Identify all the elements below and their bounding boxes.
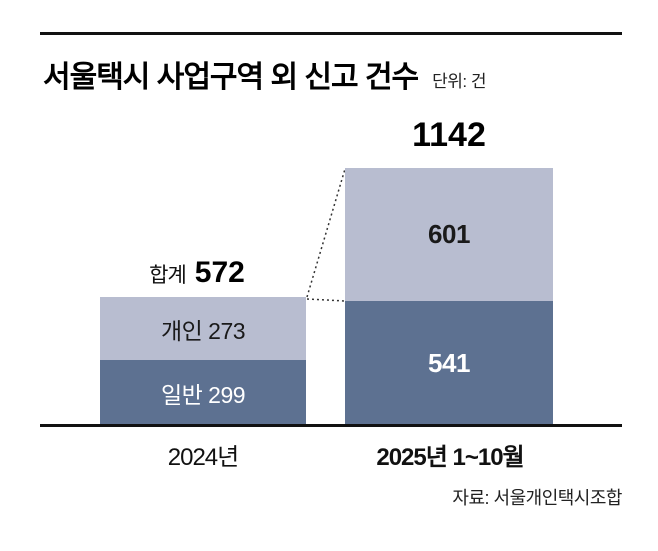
bar-2025: 601 541 [345, 168, 553, 425]
x-axis-line [40, 424, 622, 427]
segment-2025-general: 541 [345, 301, 553, 425]
total-value: 572 [194, 256, 245, 289]
source-label: 자료: 서울개인택시조합 [452, 488, 622, 508]
total-label-2025: 1142 [412, 116, 486, 154]
bar-2024: 개인 273 일반 299 [100, 297, 306, 425]
segment-2024-personal: 개인 273 [100, 297, 306, 360]
total-label-2024: 합계 572 [88, 256, 306, 290]
unit-label: 단위: 건 [432, 72, 487, 91]
segment-2025-personal: 601 [345, 168, 553, 301]
total-prefix: 합계 [149, 264, 187, 287]
category-label-2024: 2024년 [167, 444, 239, 471]
chart-title: 서울택시 사업구역 외 신고 건수 [43, 61, 419, 94]
category-label-2025: 2025년 1~10월 [376, 444, 524, 471]
chart-header: 서울택시 사업구역 외 신고 건수 단위: 건 [43, 52, 623, 96]
top-rule [40, 32, 622, 35]
segment-2024-general: 일반 299 [100, 360, 306, 425]
